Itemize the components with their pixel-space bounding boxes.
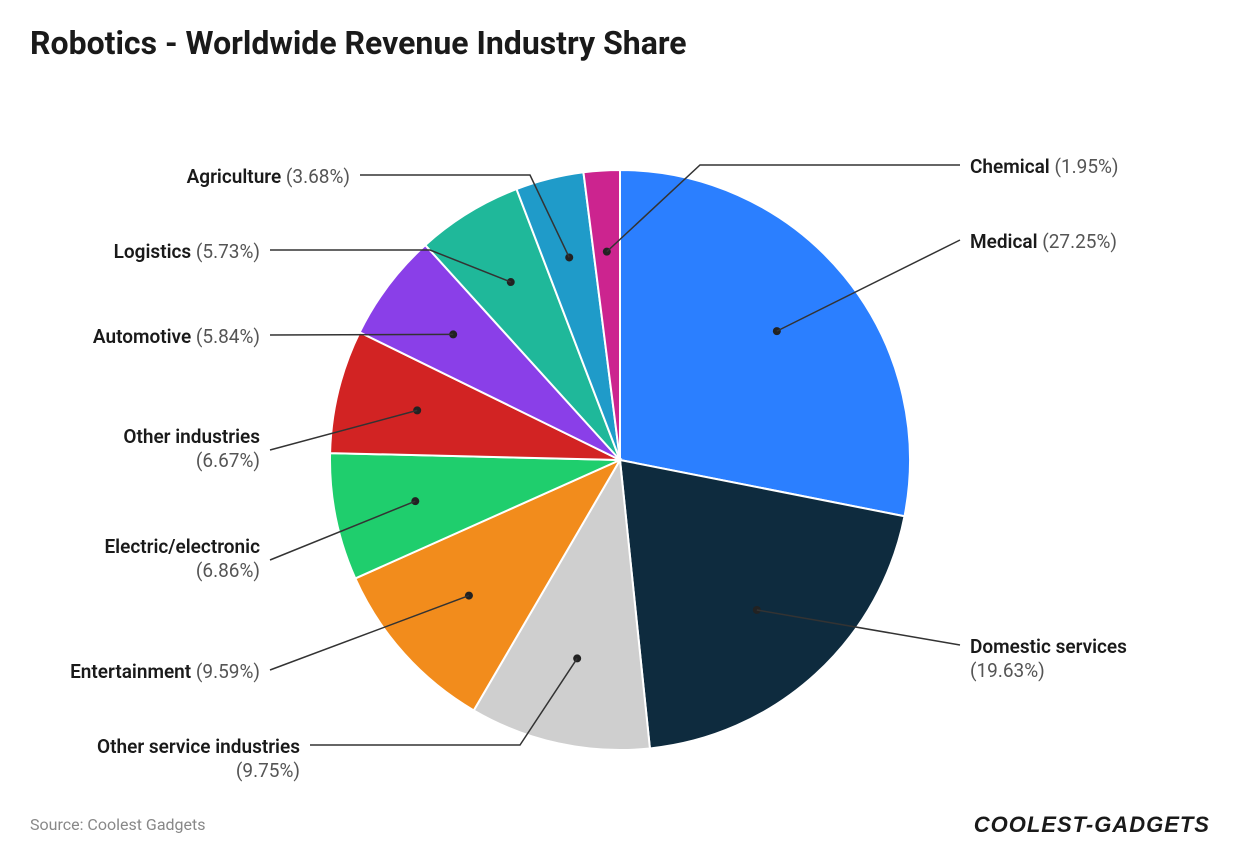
brand-logo: COOLEST-GADGETS xyxy=(974,812,1210,838)
leader-dot xyxy=(773,327,781,335)
slice-label: Other industries(6.67%) xyxy=(123,425,260,473)
chart-title: Robotics - Worldwide Revenue Industry Sh… xyxy=(30,24,687,62)
slice-label: Logistics (5.73%) xyxy=(114,240,260,264)
slice-label: Medical (27.25%) xyxy=(970,230,1117,254)
slice-label: Electric/electronic(6.86%) xyxy=(104,535,260,583)
pie-chart: Medical (27.25%) Domestic services(19.63%… xyxy=(0,80,1240,800)
slice-label: Other service industries(9.75%) xyxy=(97,735,300,783)
slice-label: Domestic services(19.63%) xyxy=(970,635,1127,683)
slice-label: Agriculture (3.68%) xyxy=(187,165,350,189)
slice-label: Entertainment (9.59%) xyxy=(70,660,260,684)
slice-label: Automotive (5.84%) xyxy=(93,325,260,349)
slice-label: Chemical (1.95%) xyxy=(970,155,1119,179)
leader-line xyxy=(270,334,453,335)
pie-slice xyxy=(620,170,910,516)
source-text: Source: Coolest Gadgets xyxy=(30,815,206,834)
